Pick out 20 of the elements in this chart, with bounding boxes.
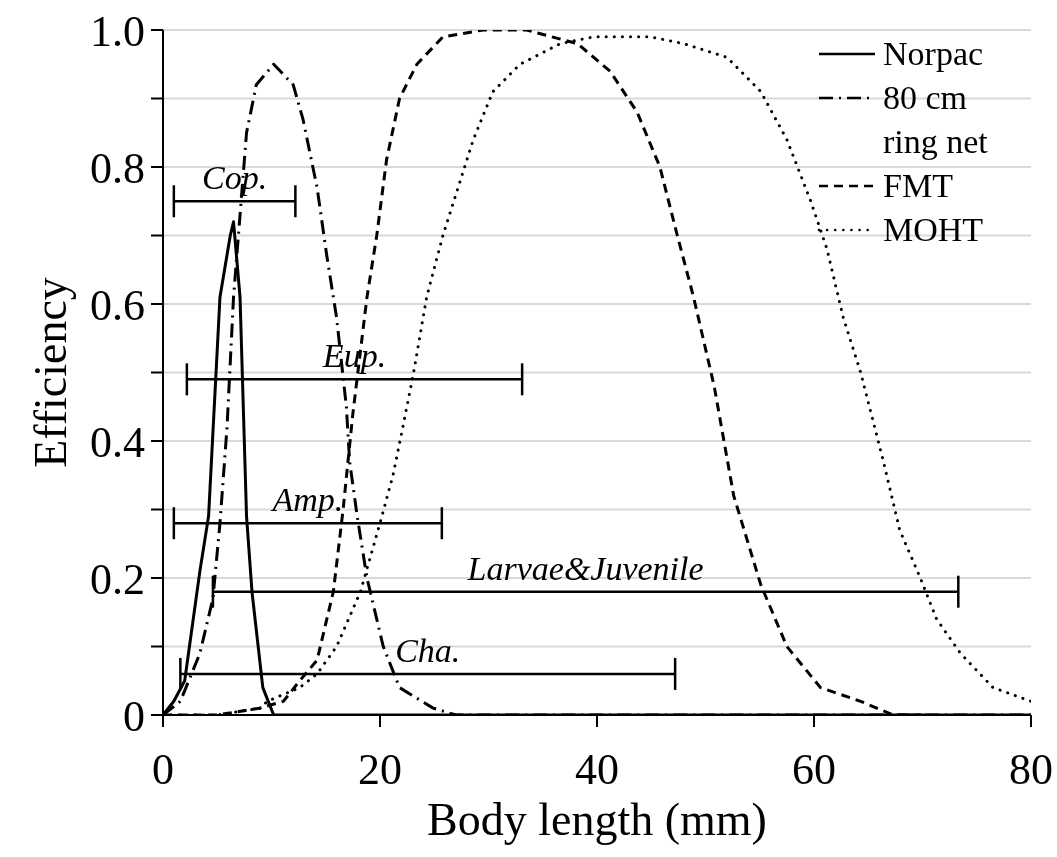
series-label: Larvae&Juvenile (466, 549, 704, 587)
y-tick-label: 0.8 (90, 143, 145, 193)
x-tick-label: 80 (1009, 745, 1053, 795)
y-tick-label: 1.0 (90, 6, 145, 56)
y-axis-title: Efficiency (25, 277, 77, 468)
series-label: Amp. (270, 481, 344, 519)
y-tick-label: 0.6 (90, 280, 145, 330)
series-label: Cha. (395, 631, 461, 669)
x-tick-label: 60 (792, 745, 836, 795)
y-tick-label: 0.4 (90, 417, 145, 467)
x-tick-label: 20 (358, 745, 402, 795)
y-tick-label: 0 (123, 691, 145, 741)
legend-label: Norpac (882, 34, 985, 74)
y-tick-label: 0.2 (90, 554, 145, 604)
legend-label: FMT (882, 166, 954, 206)
x-tick-label: 40 (575, 745, 619, 795)
legend-label: Cop. (202, 159, 268, 197)
x-axis-title: Body length (mm) (427, 794, 767, 845)
legend-label: MOHT (882, 210, 985, 250)
legend-label: 80 cm ring net (882, 78, 989, 162)
